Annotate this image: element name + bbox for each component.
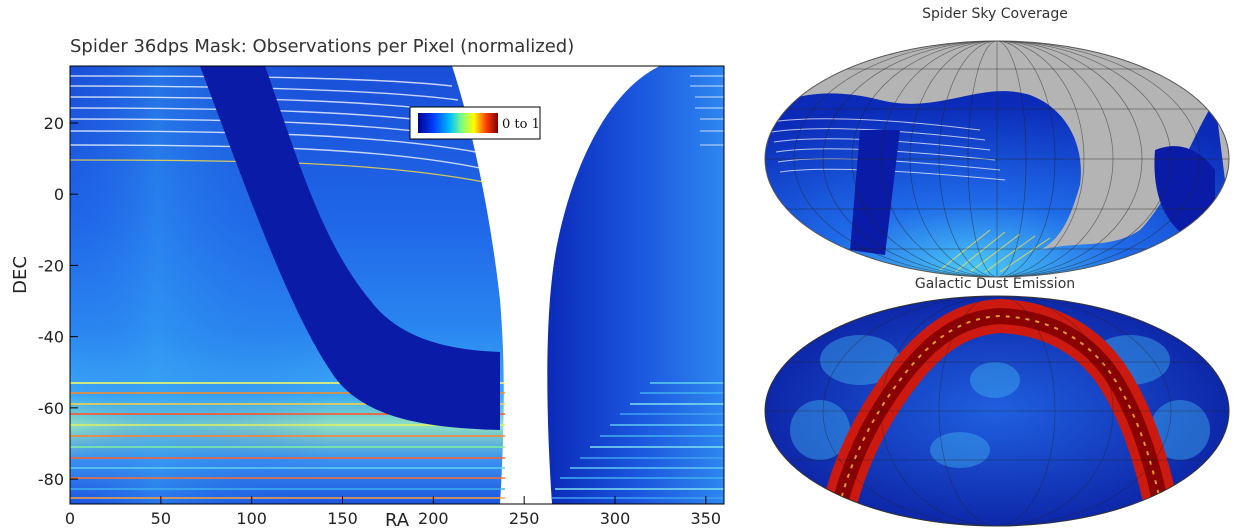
coverage-map-title: Spider Sky Coverage xyxy=(922,6,1068,22)
legend: 0 to 1 xyxy=(409,106,541,140)
y-tick-label: -60 xyxy=(38,399,64,418)
x-tick-label: 50 xyxy=(151,509,171,528)
x-tick-label: 0 xyxy=(65,509,75,528)
y-tick-label: 20 xyxy=(44,114,64,133)
y-tick-label: 0 xyxy=(54,185,64,204)
x-tick-label: 350 xyxy=(691,509,722,528)
x-tick-label: 100 xyxy=(236,509,267,528)
x-axis-label: RA xyxy=(385,510,410,529)
dust-map-title: Galactic Dust Emission xyxy=(914,276,1076,292)
y-axis: 20 0 -20 -40 -60 -80 xyxy=(38,114,78,489)
dark-scan-band xyxy=(200,66,500,430)
coverage-map xyxy=(764,40,1230,278)
coverage-dark-band xyxy=(850,130,900,255)
y-tick-label: -80 xyxy=(38,470,64,489)
x-tick-label: 250 xyxy=(509,509,540,528)
plot-frame xyxy=(69,65,725,505)
main-heatmap xyxy=(70,66,724,504)
x-tick-label: 300 xyxy=(600,509,631,528)
legend-colorbar xyxy=(418,113,498,133)
x-tick-label: 200 xyxy=(418,509,449,528)
y-axis-label: DEC xyxy=(10,256,31,294)
coverage-region-right xyxy=(547,66,724,504)
dust-map xyxy=(764,295,1230,527)
legend-label: 0 to 1 xyxy=(502,117,540,132)
main-chart-title: Spider 36dps Mask: Observations per Pixe… xyxy=(70,36,575,57)
y-tick-label: -20 xyxy=(38,256,64,275)
y-tick-label: -40 xyxy=(38,328,64,347)
x-tick-label: 150 xyxy=(327,509,358,528)
x-axis: 0 50 100 150 200 250 300 350 xyxy=(65,496,721,528)
